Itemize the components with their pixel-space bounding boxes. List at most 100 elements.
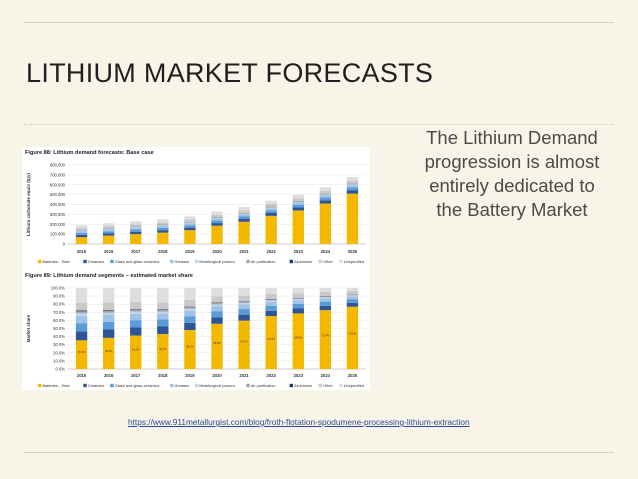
- bar-segment: [346, 190, 359, 194]
- chart-title: Figure 89: Lithium demand segments – est…: [25, 273, 193, 279]
- legend-swatch: [246, 259, 250, 264]
- bar-segment: [157, 219, 169, 223]
- bar-segment: [102, 288, 115, 303]
- bar-segment: [346, 295, 359, 297]
- x-tick-label: 2022: [267, 249, 277, 254]
- bar-segment: [75, 230, 88, 232]
- bar-segment: [265, 215, 277, 244]
- bar-segment: [211, 323, 223, 369]
- bar-segment: [319, 305, 332, 311]
- bar-segment: [319, 200, 332, 204]
- bar-segment: [102, 329, 115, 338]
- bar-segment: [75, 302, 88, 311]
- bar-segment: [130, 313, 142, 321]
- bar-segment: [346, 187, 359, 191]
- y-tick-label: 90.0%: [53, 294, 65, 299]
- bar-segment: [292, 293, 304, 298]
- chart-figure: Figure 88: Lithium demand forecasts: Bas…: [22, 147, 370, 390]
- x-tick-label: 2024: [321, 373, 331, 378]
- bar-segment: [346, 299, 359, 303]
- bar-segment: [211, 211, 223, 215]
- bar-segment: [238, 216, 250, 220]
- source-link[interactable]: https://www.911metallurgist.com/blog/fro…: [128, 417, 470, 427]
- bar-segment: [211, 217, 223, 218]
- bar-segment: [157, 309, 169, 310]
- bar-segment: [130, 309, 142, 312]
- bar-segment: [292, 288, 304, 294]
- data-label: 72.6%: [322, 334, 330, 338]
- legend-label: Other: [323, 383, 333, 388]
- bar-segment: [346, 302, 359, 307]
- chart-title: Figure 88: Lithium demand forecasts: Bas…: [25, 150, 154, 156]
- legend-label: Metallurgical powers: [199, 383, 235, 388]
- bar-segment: [130, 227, 142, 230]
- bar-segment: [346, 177, 359, 181]
- legend-label: Air purification: [251, 383, 276, 388]
- bar-segment: [238, 207, 250, 211]
- bar-segment: [265, 310, 277, 317]
- legend-label: Other: [323, 259, 333, 264]
- legend-label: Ceramics: [88, 259, 104, 264]
- bar-segment: [292, 303, 304, 309]
- bar-segment: [75, 227, 88, 230]
- bar-segment: [102, 233, 115, 236]
- legend-swatch: [169, 383, 174, 388]
- bar-segment: [265, 200, 277, 205]
- bar-segment: [292, 300, 304, 304]
- y-axis-label: Lithium carbonate equiv (tpy): [26, 173, 31, 237]
- bar-segment: [130, 224, 142, 227]
- bar-segment: [346, 180, 359, 184]
- bar-segment: [184, 306, 196, 308]
- bar-segment: [157, 225, 169, 228]
- top-rule: [24, 22, 614, 23]
- y-tick-label: 800,000: [50, 163, 66, 168]
- data-label: 76.9%: [349, 332, 357, 336]
- bar-segment: [319, 288, 332, 292]
- bar-segment: [102, 321, 115, 330]
- bar-segment: [319, 194, 332, 196]
- legend-label: Glass and glass-ceramics: [115, 383, 160, 388]
- bar-segment: [211, 214, 223, 218]
- x-tick-label: 2023: [294, 249, 304, 254]
- legend-swatch: [83, 383, 87, 388]
- bar-segment: [130, 301, 142, 310]
- bar-segment: [346, 183, 359, 185]
- bar-segment: [319, 203, 332, 244]
- legend-swatch: [38, 259, 42, 264]
- bar-segment: [157, 222, 169, 225]
- bar-segment: [319, 298, 332, 302]
- bar-segment: [75, 315, 88, 324]
- bar-segment: [292, 204, 304, 208]
- y-tick-label: 30.0%: [53, 342, 65, 347]
- legend-swatch: [339, 383, 343, 388]
- bar-segment: [319, 195, 332, 198]
- bar-segment: [265, 300, 277, 302]
- bar-segment: [75, 310, 88, 312]
- bar-segment: [75, 331, 88, 341]
- data-label: 65.3%: [268, 337, 276, 341]
- bar-segment: [130, 234, 142, 244]
- bar-segment: [346, 193, 359, 244]
- y-tick-label: 60.0%: [53, 318, 65, 323]
- bar-segment: [265, 210, 277, 213]
- bar-segment: [265, 212, 277, 216]
- y-tick-label: 0: [63, 242, 66, 247]
- bar-segment: [102, 337, 115, 369]
- data-label: 68.6%: [295, 335, 303, 339]
- bar-segment: [184, 316, 196, 323]
- data-label: 59.7%: [240, 339, 248, 343]
- legend-label: Aluminium: [294, 383, 312, 388]
- bar-segment: [75, 288, 88, 303]
- bar-segment: [319, 291, 332, 297]
- x-tick-label: 2020: [212, 373, 222, 378]
- bar-segment: [184, 222, 196, 223]
- legend-swatch: [194, 259, 199, 264]
- data-label: 55.8%: [213, 341, 221, 345]
- bar-segment: [319, 296, 332, 298]
- bar-segment: [75, 311, 88, 314]
- bar-segment: [102, 231, 115, 234]
- x-tick-label: 2015: [77, 373, 87, 378]
- bar-segment: [238, 221, 250, 244]
- x-tick-label: 2015: [77, 249, 87, 254]
- bar-segment: [346, 185, 359, 188]
